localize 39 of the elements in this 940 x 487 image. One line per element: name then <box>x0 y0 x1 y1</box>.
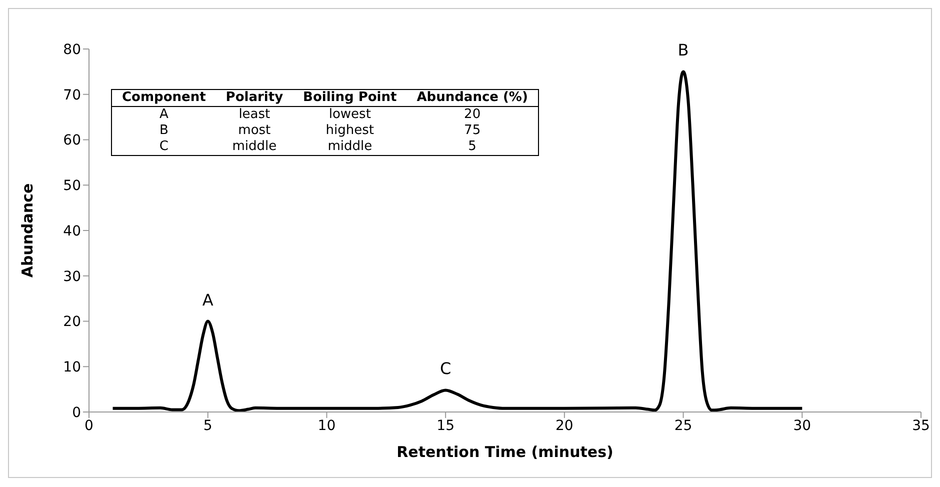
x-tick-label: 5 <box>203 418 212 434</box>
line-series <box>111 70 804 412</box>
y-tick-label: 0 <box>72 404 81 421</box>
y-tick-label: 70 <box>63 87 81 104</box>
annotation: 5 <box>467 139 478 156</box>
annotation: C <box>440 359 452 378</box>
annotation: C <box>158 139 170 156</box>
y-tick-label: 50 <box>63 178 81 194</box>
annotation: 20 <box>463 106 482 123</box>
x-tick-label: 20 <box>556 418 574 434</box>
x-tick-label: 25 <box>674 418 692 434</box>
annotation: lowest <box>328 106 372 123</box>
annotation: middle <box>231 139 278 156</box>
annotation: Polarity <box>224 90 284 106</box>
annotation: most <box>237 123 272 139</box>
x-tick-label: 15 <box>436 418 454 434</box>
y-tick-label: 40 <box>63 223 81 240</box>
y-tick-label: 80 <box>63 42 81 58</box>
x-tick-label: 10 <box>318 418 336 434</box>
x-tick-label: 30 <box>793 418 812 434</box>
y-axis-title: Abundance <box>18 183 36 278</box>
y-tick-label: 20 <box>63 314 81 330</box>
annotation: middle <box>326 139 374 156</box>
annotation: least <box>238 106 272 123</box>
annotation: highest <box>324 123 375 139</box>
x-tick-label: 35 <box>912 418 930 434</box>
y-tick-label: 60 <box>63 132 81 149</box>
annotation: B <box>678 40 689 60</box>
annotation: Component <box>121 90 207 106</box>
x-axis-title: Retention Time (minutes) <box>396 443 614 461</box>
annotation: A <box>158 106 170 123</box>
x-tick-label: 0 <box>84 418 94 434</box>
y-tick-label: 30 <box>63 268 81 285</box>
annotation: 75 <box>463 123 482 139</box>
annotation: Boiling Point <box>302 90 398 106</box>
annotation: B <box>158 123 170 139</box>
annotation: A <box>202 290 214 310</box>
annotation: Abundance (%) <box>416 90 529 106</box>
y-tick-label: 10 <box>63 360 81 376</box>
